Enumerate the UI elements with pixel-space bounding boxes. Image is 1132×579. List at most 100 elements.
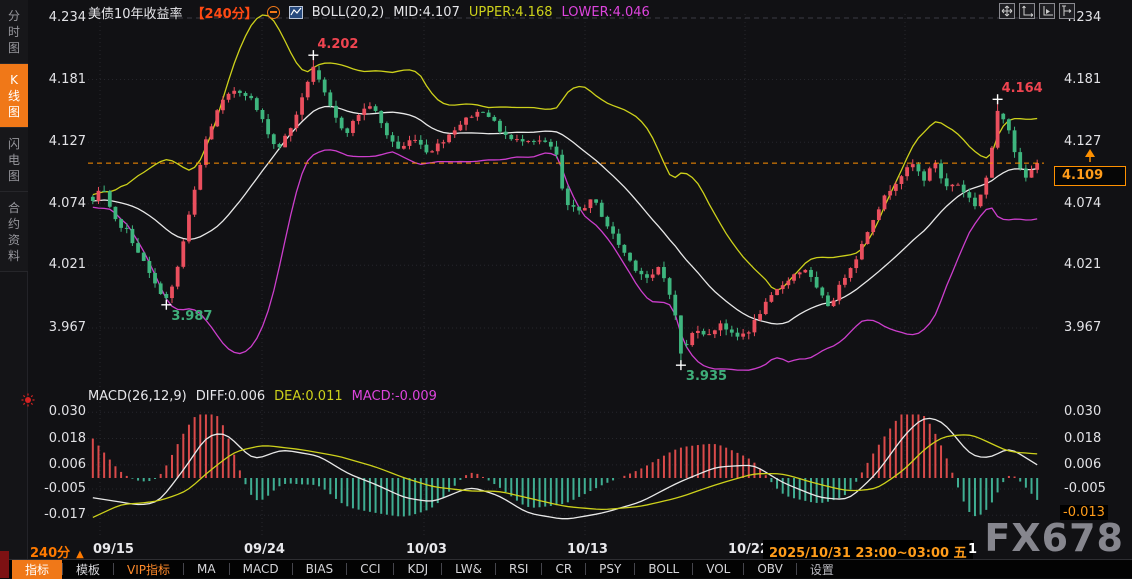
price-annotation-3.935: 3.935 <box>685 369 728 385</box>
main-y-tick-right: 4.074 <box>1064 195 1102 211</box>
toolbar-item-VOL[interactable]: VOL <box>706 562 731 576</box>
toolbar-item-PSY[interactable]: PSY <box>599 562 622 576</box>
toolbar-separator <box>541 563 543 575</box>
scale-x-axis-icon[interactable] <box>1039 3 1055 19</box>
toolbar-item-模板[interactable]: 模板 <box>76 562 101 577</box>
main-y-tick-left: 4.181 <box>48 71 86 87</box>
watermark: FX678 <box>984 516 1124 560</box>
macd-y-tick-left: -0.005 <box>44 480 86 496</box>
main-y-tick-right: 4.181 <box>1064 71 1102 87</box>
macd-y-tick-left: -0.017 <box>44 507 86 523</box>
toolbar-item-MACD[interactable]: MACD <box>242 562 279 576</box>
sidebar-item-1[interactable]: 分时图 <box>0 0 28 64</box>
toolbar-separator <box>62 563 64 575</box>
boll-mid-value: MID:4.107 <box>393 4 460 20</box>
toolbar-item-BIAS[interactable]: BIAS <box>305 562 334 576</box>
toolbar-separator <box>634 563 636 575</box>
time-axis: 240分 ▲ 2025/10/31 23:00~03:00 五 1 09/15 09… <box>0 540 1132 563</box>
price-annotation-4.202: 4.202 <box>317 37 359 53</box>
sidebar-item-3[interactable]: 闪电图 <box>0 128 28 192</box>
macd-params: MACD(26,12,9) <box>88 389 187 404</box>
x-axis-date-label: 09/15 <box>93 542 134 557</box>
toolbar-item-OBV[interactable]: OBV <box>757 562 783 576</box>
chart-tools <box>999 3 1075 19</box>
date-label-partial: 1 <box>968 542 978 557</box>
main-y-tick-left: 4.074 <box>48 195 86 211</box>
boll-label: BOLL(20,2) <box>311 4 385 20</box>
toolbar-item-RSI[interactable]: RSI <box>508 562 529 576</box>
indicator-toolbar: 指标 模板 VIP指标 MA MACD BIAS CCI KDJ LW& RSI CR PSY BOLL… <box>0 559 1132 579</box>
toolbar-item-BOLL[interactable]: BOLL <box>648 562 680 576</box>
indicator-chart-icon[interactable] <box>288 5 303 19</box>
toolbar-item-VIP指标[interactable]: VIP指标 <box>127 562 171 577</box>
toolbar-separator <box>393 563 395 575</box>
sidebar-item-char: 资 <box>7 233 20 247</box>
toolbar-item-指标[interactable]: 指标 <box>12 559 63 579</box>
main-y-tick-right: 4.021 <box>1064 257 1102 273</box>
toolbar-separator <box>494 563 496 575</box>
pan-right-icon[interactable] <box>1059 3 1075 19</box>
sidebar-item-char: 合 <box>7 201 20 215</box>
sidebar-item-char: 线 <box>7 89 20 103</box>
macd-y-tick-right: 0.018 <box>1064 430 1102 446</box>
macd-header: MACD(26,12,9) DIFF:0.006 DEA:0.011 MACD:… <box>88 389 437 404</box>
scale-y-axis-icon[interactable] <box>1019 3 1035 19</box>
macd-y-tick-left: 0.006 <box>48 456 86 472</box>
toolbar-separator <box>183 563 185 575</box>
move-chart-icon[interactable] <box>999 3 1015 19</box>
toolbar-item-LW&[interactable]: LW& <box>455 562 482 576</box>
toolbar-separator <box>692 563 694 575</box>
main-y-tick-left: 4.127 <box>48 134 86 150</box>
macd-value-badge: -0.013 <box>1060 505 1108 520</box>
period-arrow-icon: ▲ <box>76 549 84 560</box>
x-axis-date-label: 09/24 <box>244 542 285 557</box>
toolbar-separator <box>441 563 443 575</box>
toolbar-separator <box>346 563 348 575</box>
toolbar-separator <box>291 563 293 575</box>
boll-lower-value: LOWER:4.046 <box>561 4 650 20</box>
sidebar-item-char: 约 <box>7 217 20 231</box>
toolbar-item-CCI[interactable]: CCI <box>360 562 381 576</box>
toolbar-item-MA[interactable]: MA <box>197 562 216 576</box>
main-y-tick-left: 4.234 <box>48 10 86 25</box>
last-price-badge: 4.109 <box>1054 166 1126 186</box>
price-annotation-3.987: 3.987 <box>171 308 213 324</box>
toolbar-item-设置[interactable]: 设置 <box>809 562 834 577</box>
macd-diff-value: DIFF:0.006 <box>195 389 266 404</box>
sidebar-item-char: 时 <box>7 25 20 39</box>
period-selector[interactable]: 240分 ▲ <box>30 546 84 561</box>
main-y-tick-left: 3.967 <box>48 320 86 335</box>
macd-y-tick-left: 0.018 <box>48 430 86 446</box>
macd-y-tick-right: 0.030 <box>1064 404 1102 420</box>
symbol-title: 美债10年收益率 <box>88 6 183 22</box>
macd-macd-value: MACD:-0.009 <box>351 389 437 404</box>
price-annotation-4.164: 4.164 <box>1001 81 1043 97</box>
macd-y-tick-left: 0.030 <box>48 404 86 420</box>
indicator-settings-icon[interactable] <box>21 393 35 407</box>
toolbar-item-CR[interactable]: CR <box>555 562 573 576</box>
toolbar-corner-icon <box>0 551 9 578</box>
toolbar-separator <box>795 563 797 575</box>
boll-upper-value: UPPER:4.168 <box>468 4 553 20</box>
minus-circle-icon[interactable] <box>266 5 280 19</box>
toolbar-item-KDJ[interactable]: KDJ <box>407 562 429 576</box>
sidebar-item-char: 分 <box>7 9 20 23</box>
period-tag[interactable]: 【240分】 <box>191 6 258 22</box>
x-axis-date-label: 10/03 <box>406 542 447 557</box>
main-y-tick-right: 3.967 <box>1064 320 1102 335</box>
toolbar-separator <box>113 563 115 575</box>
chart-header: 美债10年收益率 【240分】 BOLL(20,2) MID:4.107 UPP… <box>88 4 650 22</box>
sidebar-item-char: 闪 <box>7 137 20 151</box>
sidebar-item-4[interactable]: 合约资料 <box>0 192 28 272</box>
sidebar-item-char: K <box>10 73 18 87</box>
crosshair-datetime-badge: 2025/10/31 23:00~03:00 五 <box>763 540 973 563</box>
macd-y-tick-right: 0.006 <box>1064 456 1102 472</box>
macd-dea-value: DEA:0.011 <box>274 389 343 404</box>
toolbar-separator <box>585 563 587 575</box>
x-axis-date-label: 10/13 <box>567 542 608 557</box>
main-y-tick-left: 4.021 <box>48 257 86 273</box>
